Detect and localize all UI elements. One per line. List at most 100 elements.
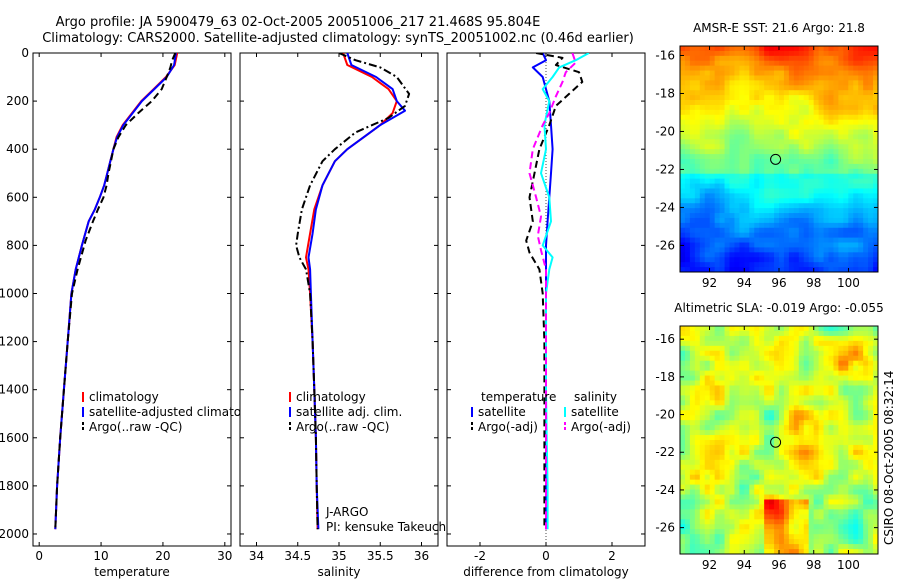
heatmap-cell	[734, 124, 740, 130]
heatmap-cell	[838, 134, 844, 140]
heatmap-cell	[813, 326, 819, 332]
heatmap-cell	[783, 247, 790, 253]
heatmap-cell	[858, 360, 864, 367]
heatmap-cell	[813, 440, 819, 446]
heatmap-cell	[699, 163, 706, 170]
heatmap-cell	[729, 534, 735, 540]
heatmap-cell	[704, 154, 711, 160]
heatmap-cell	[818, 345, 824, 352]
heatmap-cell	[803, 188, 810, 194]
heatmap-cell	[843, 100, 849, 106]
heatmap-cell	[868, 494, 874, 500]
heatmap-cell	[729, 90, 735, 96]
heatmap-cell	[828, 173, 834, 180]
heatmap-cell	[744, 430, 750, 436]
heatmap-cell	[689, 454, 696, 461]
heatmap-cell	[739, 509, 745, 515]
heatmap-cell	[873, 405, 879, 411]
heatmap-cell	[744, 345, 750, 352]
heatmap-cell	[828, 50, 834, 57]
heatmap-cell	[680, 345, 686, 352]
heatmap-cell	[759, 227, 765, 234]
heatmap-cell	[853, 464, 859, 471]
heatmap-cell	[858, 134, 864, 140]
heatmap-cell	[783, 104, 790, 111]
heatmap-cell	[813, 524, 819, 530]
heatmap-cell	[853, 80, 859, 86]
heatmap-cell	[749, 444, 755, 451]
heatmap-cell	[803, 454, 810, 461]
heatmap-cell	[779, 104, 785, 111]
heatmap-cell	[769, 425, 775, 431]
heatmap-cell	[709, 232, 716, 239]
heatmap-cell	[853, 149, 859, 155]
heatmap-cell	[769, 262, 775, 268]
heatmap-cell	[684, 124, 691, 130]
heatmap-cell	[863, 247, 869, 253]
heatmap-cell	[843, 85, 849, 91]
heatmap-cell	[813, 504, 819, 510]
heatmap-cell	[828, 46, 834, 52]
heatmap-cell	[808, 440, 815, 446]
heatmap-cell	[833, 227, 839, 234]
heatmap-cell	[769, 227, 775, 234]
heatmap-cell	[798, 173, 805, 180]
heatmap-cell	[689, 410, 696, 416]
heatmap-cell	[828, 499, 834, 505]
heatmap-cell	[739, 198, 745, 204]
heatmap-cell	[813, 420, 819, 426]
heatmap-cell	[838, 149, 844, 155]
heatmap-cell	[680, 173, 686, 180]
heatmap-cell	[858, 494, 864, 500]
heatmap-cell	[858, 524, 864, 530]
heatmap-cell	[858, 400, 864, 406]
heatmap-cell	[694, 134, 701, 140]
heatmap-cell	[749, 524, 755, 530]
heatmap-cell	[798, 267, 805, 273]
heatmap-cell	[858, 454, 864, 461]
heatmap-cell	[838, 360, 844, 367]
heatmap-cell	[709, 222, 716, 229]
heatmap-cell	[680, 544, 686, 550]
heatmap-cell	[813, 75, 819, 81]
heatmap-cell	[868, 479, 874, 486]
heatmap-cell	[694, 390, 701, 396]
heatmap-cell	[838, 222, 844, 229]
heatmap-cell	[749, 114, 755, 121]
heatmap-cell	[724, 514, 730, 520]
heatmap-cell	[689, 489, 696, 495]
heatmap-cell	[793, 326, 800, 332]
heatmap-cell	[759, 326, 765, 332]
heatmap-cell	[680, 405, 686, 411]
heatmap-cell	[774, 257, 780, 263]
heatmap-cell	[759, 539, 765, 545]
heatmap-cell	[853, 494, 859, 500]
heatmap-cell	[764, 129, 770, 135]
heatmap-cell	[684, 257, 691, 263]
heatmap-cell	[694, 242, 701, 248]
heatmap-cell	[808, 499, 815, 505]
heatmap-cell	[724, 163, 730, 170]
heatmap-cell	[793, 163, 800, 170]
heatmap-cell	[774, 449, 780, 456]
heatmap-cell	[779, 90, 785, 96]
heatmap-cell	[813, 70, 819, 76]
heatmap-cell	[684, 100, 691, 106]
heatmap-cell	[694, 50, 701, 57]
heatmap-cell	[744, 262, 750, 268]
heatmap-cell	[779, 70, 785, 76]
heatmap-cell	[694, 360, 701, 367]
heatmap-cell	[694, 425, 701, 431]
heatmap-cell	[699, 50, 706, 57]
heatmap-cell	[863, 262, 869, 268]
heatmap-cell	[828, 114, 834, 121]
heatmap-cell	[863, 65, 869, 71]
heatmap-cell	[833, 524, 839, 530]
heatmap-cell	[873, 168, 879, 175]
heatmap-cell	[793, 474, 800, 481]
heatmap-cell	[754, 524, 760, 530]
heatmap-cell	[823, 464, 829, 471]
heatmap-cell	[803, 529, 810, 535]
heatmap-cell	[838, 183, 844, 189]
heatmap-cell	[744, 340, 750, 347]
